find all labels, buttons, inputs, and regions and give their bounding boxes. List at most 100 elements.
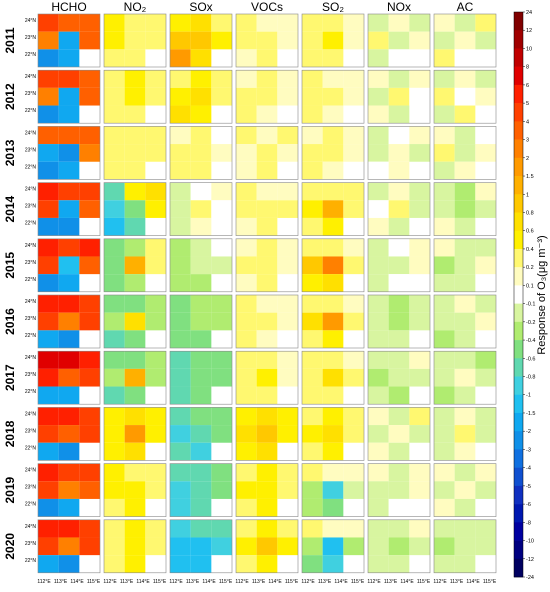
map-cell (302, 295, 323, 313)
map-cell (104, 256, 125, 275)
lon-label: 113°E (384, 579, 398, 585)
row-label: 2015 (3, 252, 17, 279)
map-cell (388, 498, 410, 517)
colorbar-segment (514, 467, 523, 487)
map-cell (409, 425, 430, 443)
map-cell (368, 70, 389, 88)
map-cell (454, 519, 476, 538)
map-cell (409, 463, 430, 482)
panel-frame (433, 519, 497, 574)
map-cell (368, 407, 389, 426)
map-cell (475, 463, 496, 482)
map-cell (190, 238, 212, 257)
map-cell (170, 295, 191, 313)
panel-frame (301, 350, 365, 405)
map-cell (277, 537, 298, 556)
map-cell (211, 256, 232, 275)
map-cell (302, 555, 323, 573)
map-cell (343, 70, 364, 88)
panel-frame (433, 294, 497, 349)
map-cell (322, 312, 344, 331)
map-cell (322, 200, 344, 218)
map-cell (277, 351, 298, 369)
colorbar-segment (514, 230, 523, 250)
map-cell (434, 31, 455, 50)
map-cell (368, 368, 389, 387)
map-cell (302, 425, 323, 443)
map-cell (454, 274, 476, 292)
map-cell (38, 70, 59, 88)
panel-frame (367, 519, 431, 574)
map-cell (38, 481, 59, 499)
map-cell (368, 274, 389, 292)
map-cell (104, 481, 125, 499)
map-cell (454, 330, 476, 348)
map-cell (409, 144, 430, 162)
colorbar-segment (514, 30, 523, 49)
map-cell (302, 256, 323, 275)
map-cell (190, 87, 212, 106)
map-cell (368, 463, 389, 482)
map-cell (170, 519, 191, 538)
map-cell (434, 425, 455, 443)
map-cell (454, 182, 476, 201)
map-cell (190, 407, 212, 426)
panel-frame (103, 69, 167, 124)
lat-label: 24°N (25, 130, 37, 136)
colorbar-tick-label: -12 (526, 557, 534, 563)
map-cell (190, 256, 212, 275)
map-cell (434, 105, 455, 124)
map-cell (409, 238, 430, 257)
map-cell (236, 425, 257, 443)
map-cell (170, 87, 191, 106)
lat-label: 23°N (25, 260, 37, 266)
map-cell (343, 463, 364, 482)
map-cell (124, 217, 146, 236)
column-header: NOx (387, 0, 411, 14)
panel-frame (103, 519, 167, 574)
map-cell (454, 144, 476, 162)
lat-label: 24°N (25, 187, 37, 193)
map-cell (388, 442, 410, 461)
map-cell (124, 330, 146, 348)
map-cell (170, 14, 191, 32)
lon-label: 115°E (153, 579, 167, 585)
map-cell (170, 182, 191, 201)
map-cell (368, 295, 389, 313)
map-cell (434, 442, 455, 461)
map-cell (388, 481, 410, 499)
colorbar-tick-label: 24 (526, 10, 532, 16)
row-label: 2014 (3, 195, 17, 222)
map-cell (211, 425, 232, 443)
map-cell (190, 49, 212, 67)
map-cell (190, 182, 212, 201)
map-cell (388, 312, 410, 331)
map-cell (322, 126, 344, 145)
map-cell (211, 31, 232, 50)
lon-label: 113°E (120, 579, 134, 585)
map-cell (104, 330, 125, 348)
map-cell (211, 70, 232, 88)
map-cell (256, 256, 278, 275)
colorbar-segment (514, 212, 523, 232)
map-cell (124, 31, 146, 50)
panel-frame (37, 519, 101, 574)
map-cell (302, 481, 323, 499)
map-cell (368, 425, 389, 443)
colorbar-segment (514, 504, 523, 523)
map-cell (79, 425, 100, 443)
lat-label: 23°N (25, 91, 37, 97)
map-cell (475, 481, 496, 499)
map-cell (454, 295, 476, 313)
lat-label: 22°N (25, 221, 37, 227)
colorbar-segment (514, 66, 523, 86)
map-cell (302, 87, 323, 106)
colorbar-segment (514, 103, 523, 122)
map-cell (38, 105, 59, 124)
map-cell (475, 70, 496, 88)
map-cell (343, 144, 364, 162)
map-cell (368, 161, 389, 180)
lat-label: 24°N (25, 355, 37, 361)
map-cell (38, 442, 59, 461)
map-cell (190, 274, 212, 292)
